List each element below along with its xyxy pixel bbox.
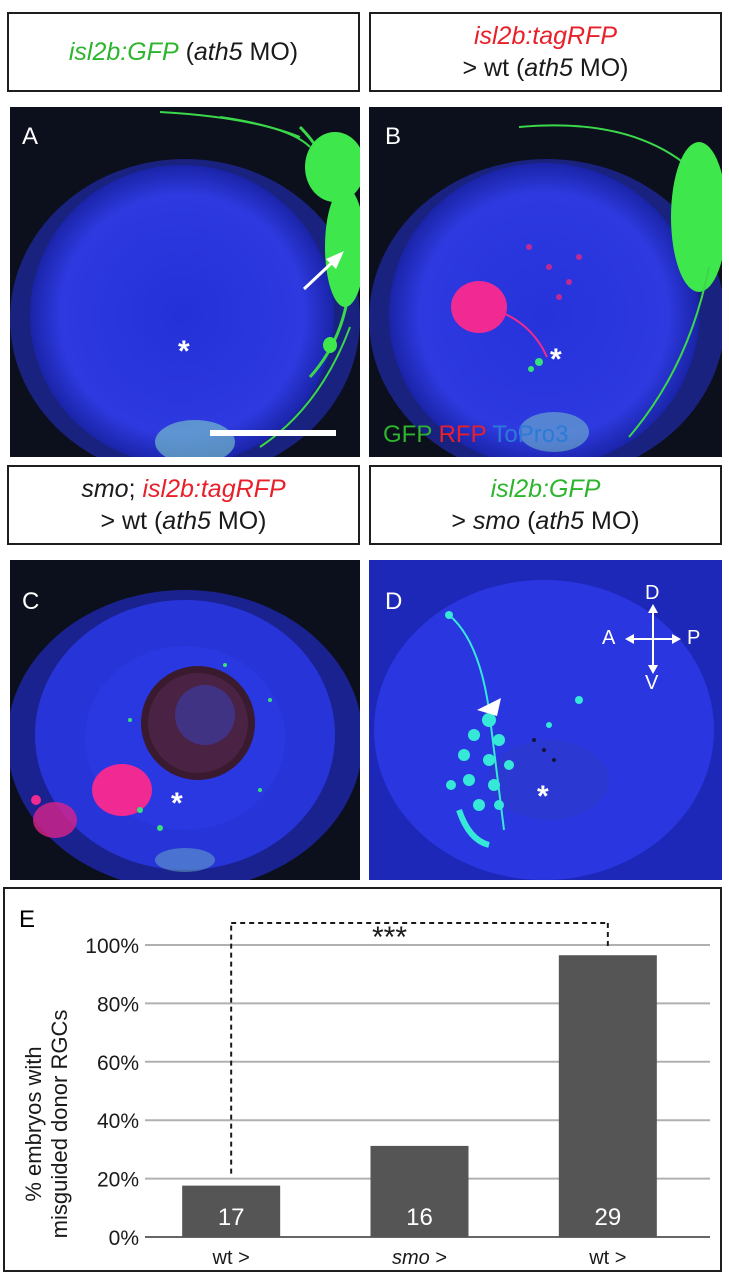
bar-count-label: 17 [218, 1204, 245, 1231]
panel-b-micrograph [369, 107, 722, 457]
y-tick-label: 100% [85, 935, 139, 958]
panel-a-micrograph [10, 107, 360, 457]
compass-arrows-icon [625, 604, 681, 674]
panel-a-label-close: MO) [242, 38, 299, 66]
y-tick-label: 40% [97, 1110, 139, 1133]
scale-bar [210, 430, 336, 436]
panel-d-image: D * D V A P [369, 560, 722, 880]
channel-legend: GFP RFP ToPro3 [383, 421, 568, 449]
panel-c-label-red: isl2b:tagRFP [142, 475, 286, 503]
panel-c-label-sep: ; [128, 475, 143, 503]
compass-a: A [602, 627, 616, 649]
bar-count-labels: 17 16 29 [218, 1204, 621, 1231]
panel-d-label-prefix: > [451, 507, 473, 535]
significance-bracket: *** [230, 921, 609, 1174]
y-axis-label-line2: misguided donor RGCs [47, 1010, 72, 1239]
compass-d: D [645, 582, 660, 604]
panel-c-label-gene: ath5 [162, 507, 211, 535]
panel-d-label-line1: isl2b:GFP [490, 475, 601, 503]
panel-c-label-suffix: MO) [210, 507, 267, 535]
y-tick-label: 20% [97, 1169, 139, 1192]
panel-b-image: B * GFP RFP ToPro3 [369, 107, 722, 457]
panel-c-label: smo; isl2b:tagRFP > wt (ath5 MO) [7, 465, 360, 545]
bar [370, 1145, 469, 1237]
panel-b-letter: B [385, 123, 402, 150]
panel-d-label-mid: ( [520, 507, 536, 535]
panel-a-label-genotype: isl2b:GFP [68, 38, 179, 66]
panel-e-letter: E [19, 906, 35, 933]
panel-b-label-line1: isl2b:tagRFP [473, 22, 618, 50]
panel-a-label: isl2b:GFP (ath5 MO) [7, 12, 360, 92]
panel-d-star: * [537, 780, 549, 813]
bar-chart: E 0% 20% 40% 60% 80% 100% % embryos with misg… [19, 906, 710, 1280]
panel-d-letter: D [385, 588, 403, 615]
panel-b-label: isl2b:tagRFP > wt (ath5 MO) [369, 12, 722, 92]
panel-c-label-smo: smo [81, 475, 129, 503]
bars [182, 955, 657, 1237]
bar [182, 1185, 281, 1237]
category-label-line1: wt > [212, 1247, 250, 1269]
bar [558, 955, 657, 1237]
panel-a-letter: A [22, 123, 39, 150]
legend-gfp: GFP [383, 421, 432, 448]
y-tick-label: 0% [109, 1227, 139, 1250]
panel-d-micrograph [369, 560, 722, 880]
category-labels: wt >wt (ath5 MO)smo >wt (ath5 MO)wt >smo… [172, 1247, 674, 1280]
panel-a-star: * [178, 335, 190, 368]
legend-rfp: RFP [438, 421, 487, 448]
bar-count-label: 29 [594, 1204, 621, 1231]
compass-v: V [645, 672, 659, 694]
panel-c-letter: C [22, 588, 40, 615]
category-label-line1: smo > [392, 1247, 447, 1269]
panel-b-star: * [550, 343, 562, 376]
y-axis-label-line1: % embryos with [21, 1046, 46, 1201]
significance-stars: *** [372, 921, 407, 954]
panel-b-label-prefix: > wt ( [462, 54, 525, 82]
arrowhead-icon [477, 698, 501, 716]
panel-e-chart: E 0% 20% 40% 60% 80% 100% % embryos with misg… [3, 887, 722, 1280]
panel-d-label-smo: smo [472, 507, 521, 535]
panel-a-label-gene: ath5 [193, 38, 243, 66]
arrow-icon [302, 251, 344, 291]
panel-c-micrograph [10, 560, 360, 880]
y-tick-labels: 0% 20% 40% 60% 80% 100% [85, 935, 139, 1250]
panel-a-label-open: ( [178, 38, 194, 66]
panel-d-label: isl2b:GFP > smo (ath5 MO) [369, 465, 722, 545]
y-tick-label: 60% [97, 1052, 139, 1075]
panel-c-image: C * [10, 560, 360, 880]
compass: D V A P [597, 582, 707, 694]
category-label-line1: wt > [588, 1247, 626, 1269]
panel-c-label-prefix: > wt ( [100, 507, 163, 535]
legend-topro: ToPro3 [492, 421, 569, 448]
panel-d-label-suffix: MO) [584, 507, 640, 535]
panel-a-image: A * [10, 107, 360, 457]
panel-b-label-gene: ath5 [524, 54, 573, 82]
panel-c-star: * [171, 787, 183, 820]
bar-count-label: 16 [406, 1204, 433, 1231]
panel-b-label-suffix: MO) [572, 54, 629, 82]
compass-p: P [687, 627, 701, 649]
panel-d-label-gene: ath5 [535, 507, 585, 535]
y-tick-label: 80% [97, 993, 139, 1016]
